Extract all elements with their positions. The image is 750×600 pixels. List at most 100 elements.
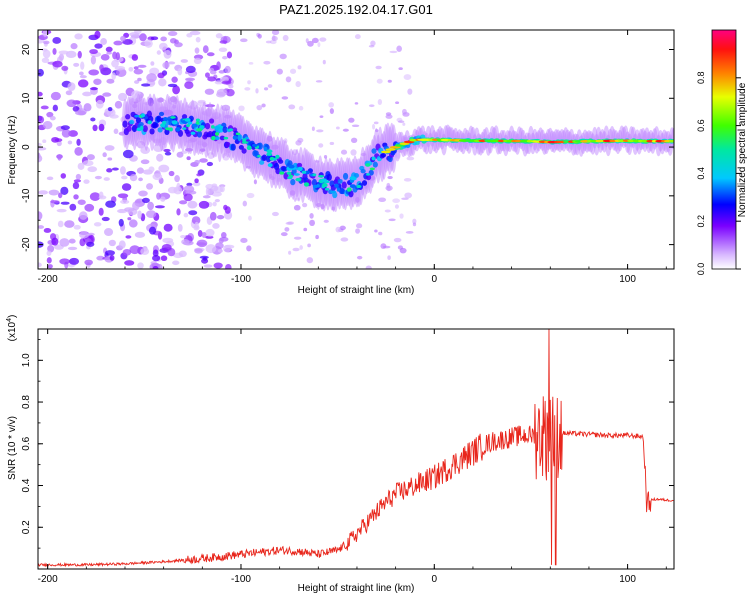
spectrogram-noise-cell: [288, 250, 292, 255]
spectrogram-noise-cell: [124, 207, 135, 212]
spectrogram-noise-cell: [176, 208, 181, 216]
spectrogram-ridge-cell: [185, 131, 192, 137]
spectrogram-noise-cell: [404, 192, 412, 199]
spectrogram-spot-cell: [161, 120, 167, 125]
spectrogram-noise-cell: [118, 208, 125, 213]
spectrogram-noise-cell: [50, 200, 60, 204]
spectrogram-spot-cell: [322, 183, 328, 188]
spectrogram-noise-cell: [199, 158, 208, 163]
spectrogram-spot-cell: [215, 136, 220, 140]
spectrogram-noise-cell: [167, 31, 178, 37]
spectrogram-noise-cell: [355, 223, 363, 229]
spectrogram-noise-cell: [218, 70, 225, 74]
spectrogram-noise-cell: [89, 49, 98, 55]
spectrogram-noise-cell: [181, 239, 190, 245]
spectrogram-noise-cell: [218, 237, 224, 244]
spectrogram-noise-cell: [194, 221, 199, 230]
spectrogram-noise-cell: [42, 121, 53, 130]
spectrogram-noise-cell: [168, 170, 175, 177]
spectrogram-spot-cell: [279, 171, 285, 175]
spectrogram-noise-cell: [171, 76, 178, 83]
spectrogram-noise-cell: [240, 237, 248, 243]
spectrogram-noise-cell: [51, 237, 59, 246]
spectrogram-noise-cell: [147, 201, 154, 211]
spectrogram-noise-cell: [118, 240, 126, 249]
spectrogram-noise-cell: [70, 43, 78, 50]
spectrogram-ridge-cell: [177, 129, 184, 137]
snr-x-axis-label: Height of straight line (km): [298, 583, 415, 594]
spectrogram-noise-cell: [354, 102, 359, 105]
colorbar-gradient: [711, 29, 737, 270]
spectrogram-noise-cell: [370, 40, 376, 47]
spectrogram-noise-cell: [94, 30, 101, 39]
spectrogram-noise-cell: [307, 243, 311, 248]
spectrogram-noise-cell: [77, 79, 89, 88]
spectrogram-noise-cell: [101, 216, 110, 222]
spectrogram-noise-cell: [340, 149, 348, 155]
spectrogram-noise-cell: [83, 179, 90, 184]
spectrogram-noise-cell: [289, 68, 297, 74]
spectrogram-x-tick-label: -200: [38, 274, 58, 285]
spectrogram-spot-cell: [303, 182, 310, 187]
spectrogram-noise-cell: [287, 221, 295, 225]
spectrogram-noise-cell: [207, 76, 217, 82]
spectrogram-core-cell: [385, 148, 396, 151]
spectrogram-noise-cell: [73, 194, 79, 200]
spectrogram-spot-cell: [214, 132, 220, 136]
snr-x-tick-label: -100: [231, 574, 251, 585]
spectrogram-spot-cell: [192, 123, 198, 128]
spectrogram-noise-cell: [167, 186, 178, 194]
spectrogram-noise-cell: [140, 146, 151, 155]
spectrogram-noise-cell: [160, 255, 168, 262]
spectrogram-ridge-cell: [380, 152, 387, 158]
spectrogram-noise-cell: [76, 138, 81, 146]
spectrogram-noise-cell: [104, 250, 115, 256]
spectrogram-noise-cell: [111, 72, 116, 80]
spectrogram-noise-cell: [302, 202, 308, 208]
spectrogram-noise-cell: [128, 219, 138, 228]
spectrogram-noise-cell: [163, 49, 172, 59]
spectrogram-y-tick-label: 0: [21, 144, 32, 150]
spectrogram-noise-cell: [375, 65, 382, 70]
spectrogram-noise-cell: [393, 237, 402, 243]
spectrogram-spot-cell: [275, 154, 280, 159]
spectrogram-noise-cell: [387, 175, 393, 180]
spectrogram-core-cell: [526, 139, 533, 143]
spectrogram-noise-cell: [350, 149, 357, 156]
spectrogram-noise-cell: [75, 173, 82, 180]
spectrogram-noise-cell: [315, 80, 323, 83]
spectrogram-noise-cell: [309, 219, 316, 227]
spectrogram-noise-cell: [253, 179, 257, 185]
spectrogram-noise-cell: [385, 112, 392, 116]
spectrogram-ridge-cell: [261, 154, 267, 161]
spectrogram-noise-cell: [38, 142, 42, 147]
spectrogram-spot-cell: [257, 154, 261, 158]
spectrogram-spot-cell: [232, 135, 238, 140]
spectrogram-spot-cell: [187, 121, 193, 125]
spectrogram-noise-cell: [162, 61, 170, 69]
spectrogram-noise-cell: [134, 80, 140, 84]
spectrogram-noise-cell: [174, 175, 180, 183]
spectrogram-noise-cell: [398, 67, 403, 71]
spectrogram-noise-cell: [141, 197, 150, 204]
chart-title: PAZ1.2025.192.04.17.G01: [279, 2, 433, 17]
spectrogram-spot-cell: [241, 141, 249, 144]
spectrogram-noise-cell: [141, 83, 151, 87]
spectrogram-noise-cell: [79, 75, 87, 79]
spectrogram-noise-cell: [154, 205, 165, 209]
spectrogram-noise-cell: [86, 241, 95, 247]
spectrogram-noise-cell: [319, 115, 324, 119]
spectrogram-spot-cell: [318, 175, 325, 178]
spectrogram-noise-cell: [244, 87, 251, 91]
spectrogram-ridge-cell: [142, 125, 148, 133]
spectrogram-noise-cell: [125, 235, 132, 239]
spectrogram-noise-cell: [148, 166, 155, 173]
spectrogram-noise-cell: [387, 79, 392, 83]
spectrogram-ridge-cell: [326, 173, 332, 181]
spectrogram-noise-cell: [90, 87, 98, 91]
spectrogram-noise-cell: [214, 80, 224, 85]
spectrogram-noise-cell: [399, 213, 404, 219]
spectrogram-noise-cell: [138, 190, 148, 197]
spectrogram-noise-cell: [77, 199, 86, 205]
spectrogram-noise-cell: [89, 192, 101, 201]
